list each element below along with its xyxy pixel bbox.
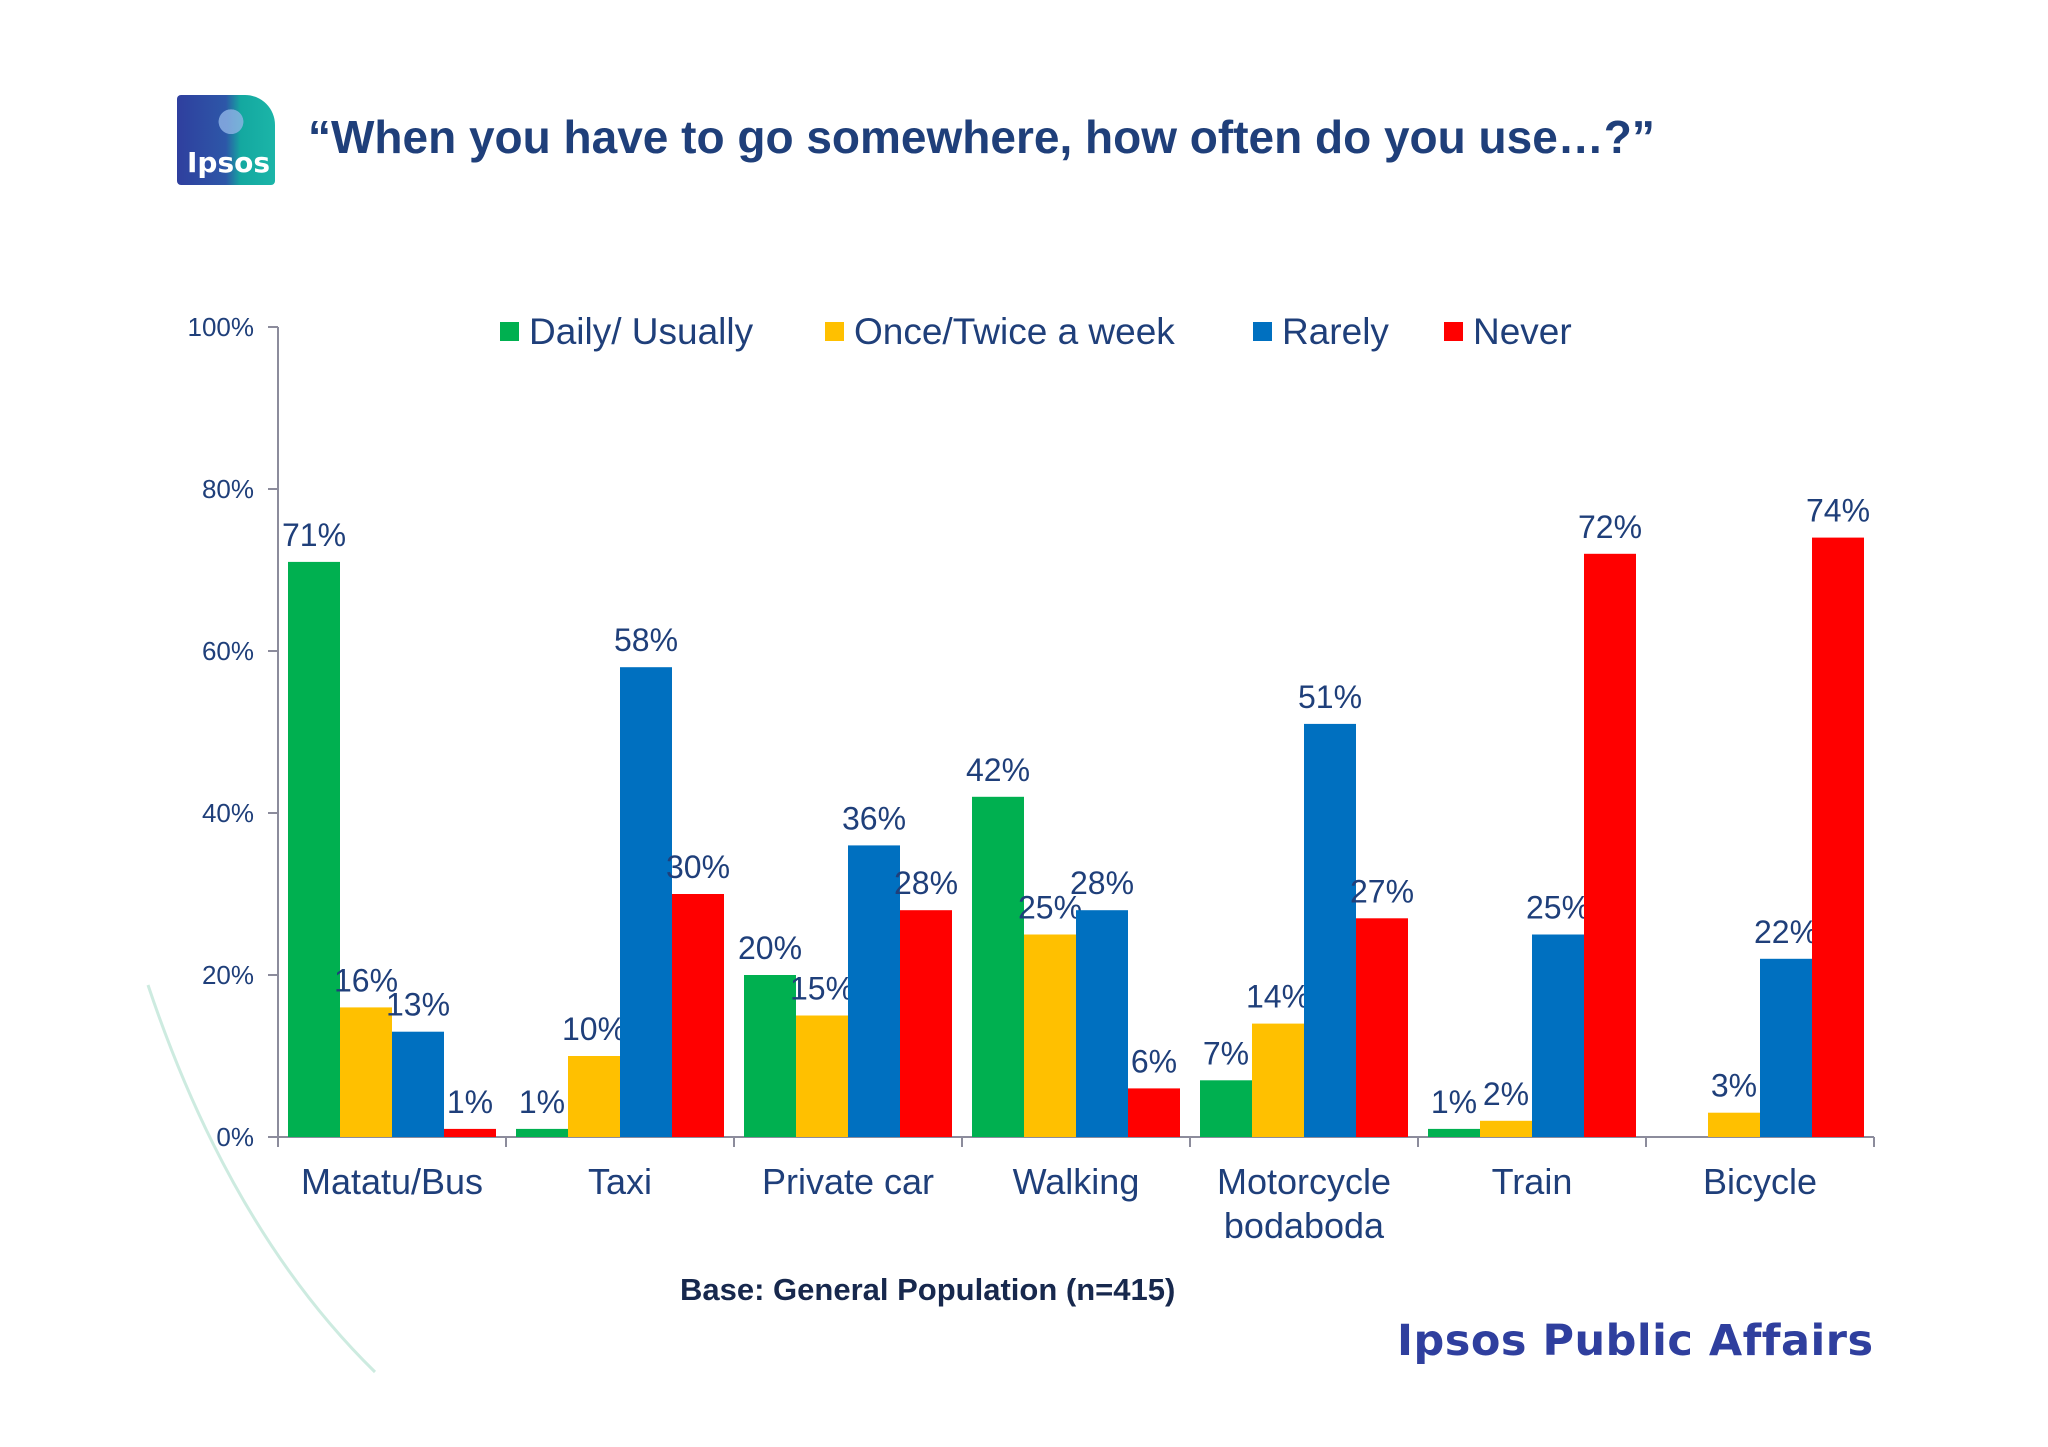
y-tick-label: 80% <box>202 474 254 504</box>
data-label: 74% <box>1806 493 1870 529</box>
data-label: 6% <box>1131 1043 1177 1079</box>
data-label: 27% <box>1350 873 1414 909</box>
bar <box>1532 934 1584 1137</box>
y-tick-label: 20% <box>202 960 254 990</box>
bar <box>1200 1080 1252 1137</box>
data-label: 1% <box>1431 1084 1477 1120</box>
legend-swatch <box>500 322 519 341</box>
bar <box>1480 1120 1532 1137</box>
bar <box>1024 934 1076 1137</box>
legend-label: Rarely <box>1282 311 1389 352</box>
bar <box>900 910 952 1137</box>
footer-brand: Ipsos Public Affairs <box>1397 1316 1874 1366</box>
base-note: Base: General Population (n=415) <box>680 1272 1176 1307</box>
data-label: 22% <box>1754 914 1818 950</box>
y-tick-label: 60% <box>202 636 254 666</box>
x-tick-label: Matatu/Bus <box>301 1161 483 1202</box>
bar <box>1304 723 1356 1137</box>
bar <box>1252 1023 1304 1137</box>
x-tick-label: Taxi <box>588 1161 652 1202</box>
data-label: 10% <box>562 1011 626 1047</box>
y-tick-label: 0% <box>216 1122 254 1152</box>
bar <box>848 845 900 1137</box>
bar <box>1076 910 1128 1137</box>
data-label: 28% <box>1070 865 1134 901</box>
bar <box>1128 1088 1180 1137</box>
bar <box>972 796 1024 1137</box>
bar <box>568 1056 620 1137</box>
x-tick-label: Private car <box>762 1161 934 1202</box>
data-label: 3% <box>1711 1068 1757 1104</box>
bar <box>1428 1128 1480 1137</box>
logo-text: Ipsos <box>187 146 271 179</box>
data-label: 71% <box>282 517 346 553</box>
data-label: 15% <box>790 971 854 1007</box>
bar <box>1812 537 1864 1137</box>
data-label: 13% <box>386 987 450 1023</box>
data-label: 25% <box>1018 890 1082 926</box>
x-tick-label: bodaboda <box>1224 1205 1385 1246</box>
x-tick-label: Walking <box>1013 1161 1140 1202</box>
bar <box>1356 918 1408 1137</box>
bar <box>444 1128 496 1137</box>
data-label: 14% <box>1246 979 1310 1015</box>
bar <box>1584 553 1636 1137</box>
y-tick-label: 100% <box>188 312 255 342</box>
legend-label: Daily/ Usually <box>529 311 754 352</box>
data-label: 28% <box>894 865 958 901</box>
page-title: “When you have to go somewhere, how ofte… <box>308 111 1655 163</box>
x-tick-label: Bicycle <box>1703 1161 1817 1202</box>
bar <box>288 561 340 1137</box>
data-label: 51% <box>1298 679 1362 715</box>
bar <box>744 975 796 1137</box>
logo-head-icon <box>215 101 255 147</box>
bar <box>672 894 724 1137</box>
legend-swatch <box>1253 322 1272 341</box>
legend-swatch <box>825 322 844 341</box>
x-tick-label: Motorcycle <box>1217 1161 1391 1202</box>
data-label: 7% <box>1203 1035 1249 1071</box>
data-label: 16% <box>334 962 398 998</box>
bar <box>620 667 672 1137</box>
data-label: 42% <box>966 752 1030 788</box>
legend-swatch <box>1444 322 1463 341</box>
data-label: 58% <box>614 622 678 658</box>
data-label: 36% <box>842 800 906 836</box>
bar <box>392 1031 444 1137</box>
x-tick-label: Train <box>1492 1161 1573 1202</box>
bar <box>516 1128 568 1137</box>
bar <box>1708 1112 1760 1137</box>
data-label: 30% <box>666 849 730 885</box>
data-label: 1% <box>447 1084 493 1120</box>
data-label: 20% <box>738 930 802 966</box>
y-tick-label: 40% <box>202 798 254 828</box>
data-label: 2% <box>1483 1076 1529 1112</box>
bar <box>340 1007 392 1137</box>
bar <box>796 1015 848 1137</box>
ipsos-logo: Ipsos <box>177 95 275 185</box>
data-label: 72% <box>1578 509 1642 545</box>
bar <box>1760 958 1812 1137</box>
data-label: 1% <box>519 1084 565 1120</box>
legend-label: Once/Twice a week <box>854 311 1175 352</box>
data-label: 25% <box>1526 890 1590 926</box>
legend-label: Never <box>1473 311 1572 352</box>
